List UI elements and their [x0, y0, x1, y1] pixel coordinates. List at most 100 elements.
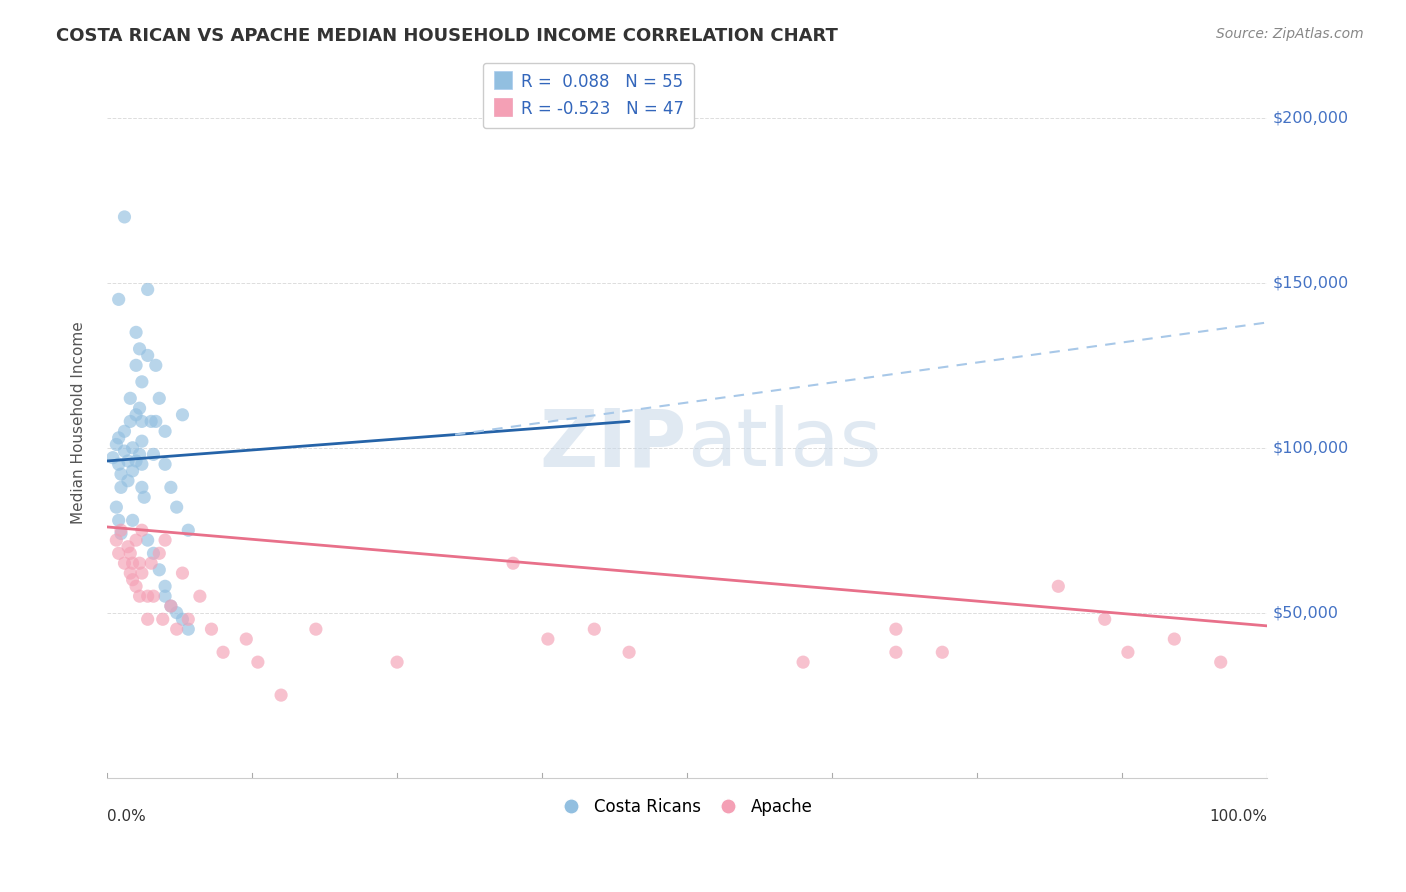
Point [128, 589, 150, 603]
Point [131, 414, 153, 428]
Point [114, 210, 136, 224]
Point [931, 645, 953, 659]
Point [141, 414, 163, 428]
Point [136, 589, 159, 603]
Point [114, 444, 136, 458]
Point [128, 342, 150, 356]
Point [125, 454, 148, 468]
Point [128, 401, 150, 416]
Point [141, 556, 163, 570]
Point [145, 414, 167, 428]
Text: 0.0%: 0.0% [107, 809, 146, 824]
Text: $150,000: $150,000 [1272, 276, 1350, 291]
Point [583, 622, 606, 636]
Point [110, 523, 132, 537]
Point [502, 556, 524, 570]
Point [128, 447, 150, 461]
Point [153, 579, 176, 593]
Text: Source: ZipAtlas.com: Source: ZipAtlas.com [1216, 27, 1364, 41]
Text: $100,000: $100,000 [1272, 441, 1350, 455]
Legend: Costa Ricans, Apache: Costa Ricans, Apache [554, 791, 820, 822]
Point [105, 500, 128, 515]
Point [121, 513, 143, 527]
Point [617, 645, 640, 659]
Point [120, 392, 142, 406]
Point [884, 622, 907, 636]
Point [177, 523, 200, 537]
Point [120, 546, 142, 560]
Point [1116, 645, 1139, 659]
Point [114, 556, 136, 570]
Point [1163, 632, 1185, 646]
Point [1047, 579, 1070, 593]
Point [107, 293, 129, 307]
Point [177, 622, 200, 636]
Point [148, 563, 170, 577]
Point [160, 599, 183, 613]
Point [200, 622, 222, 636]
Point [166, 606, 188, 620]
Point [152, 612, 174, 626]
Text: ZIP: ZIP [540, 405, 688, 483]
Point [125, 533, 148, 548]
Point [145, 359, 167, 373]
Point [148, 546, 170, 560]
Point [136, 612, 159, 626]
Point [172, 566, 194, 580]
Point [235, 632, 257, 646]
Point [120, 414, 142, 428]
Point [121, 573, 143, 587]
Point [105, 437, 128, 451]
Point [177, 612, 200, 626]
Point [125, 579, 148, 593]
Point [120, 566, 142, 580]
Point [1209, 655, 1232, 669]
Point [172, 408, 194, 422]
Point [110, 480, 132, 494]
Point [792, 655, 814, 669]
Point [101, 450, 124, 465]
Point [117, 474, 139, 488]
Text: atlas: atlas [688, 405, 882, 483]
Text: $50,000: $50,000 [1272, 605, 1339, 620]
Point [142, 546, 165, 560]
Text: COSTA RICAN VS APACHE MEDIAN HOUSEHOLD INCOME CORRELATION CHART: COSTA RICAN VS APACHE MEDIAN HOUSEHOLD I… [56, 27, 838, 45]
Point [153, 425, 176, 439]
Point [131, 375, 153, 389]
Point [131, 566, 153, 580]
Point [107, 431, 129, 445]
Point [212, 645, 235, 659]
Point [160, 599, 183, 613]
Point [107, 546, 129, 560]
Point [148, 392, 170, 406]
Point [105, 533, 128, 548]
Point [110, 467, 132, 482]
Point [142, 447, 165, 461]
Point [121, 441, 143, 455]
Point [110, 526, 132, 541]
Point [107, 457, 129, 471]
Point [160, 480, 183, 494]
Point [131, 523, 153, 537]
Point [246, 655, 269, 669]
Y-axis label: Median Household Income: Median Household Income [72, 322, 86, 524]
Point [884, 645, 907, 659]
Point [125, 408, 148, 422]
Point [117, 454, 139, 468]
Point [117, 540, 139, 554]
Point [136, 348, 159, 362]
Point [125, 359, 148, 373]
Point [131, 457, 153, 471]
Point [121, 464, 143, 478]
Point [128, 556, 150, 570]
Point [172, 612, 194, 626]
Point [270, 688, 292, 702]
Point [188, 589, 211, 603]
Point [153, 457, 176, 471]
Point [537, 632, 560, 646]
Point [125, 326, 148, 340]
Point [131, 434, 153, 449]
Point [385, 655, 408, 669]
Point [131, 480, 153, 494]
Point [134, 490, 156, 504]
